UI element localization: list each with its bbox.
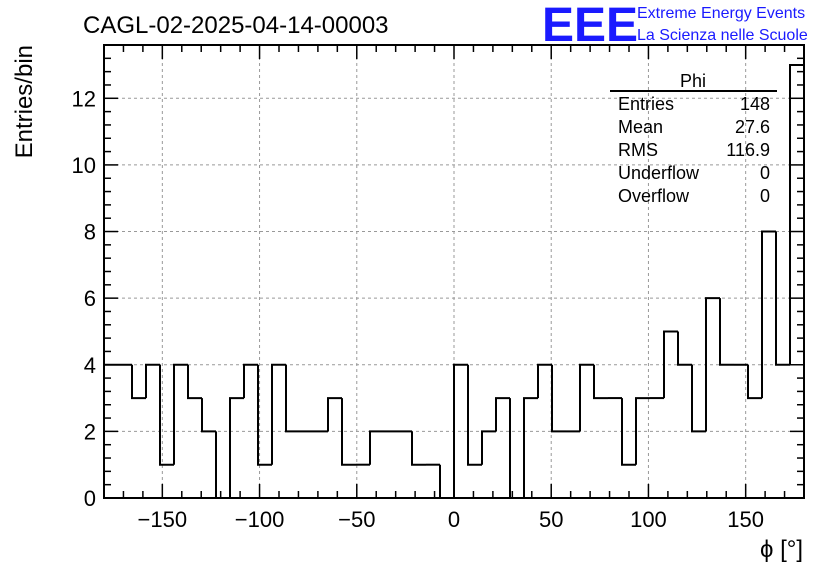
histogram-bin (453, 363, 468, 498)
x-axis-label: ϕ [°] (760, 536, 803, 563)
histogram-bin (621, 398, 636, 466)
histogram-bin (747, 364, 762, 400)
y-tick-label: 6 (84, 286, 96, 311)
stats-title: Phi (680, 71, 706, 91)
stats-row-value: 0 (760, 163, 770, 183)
histogram-bin (761, 230, 776, 399)
grid (104, 45, 804, 498)
histogram-bin (551, 364, 566, 433)
y-tick-label: 8 (84, 220, 96, 245)
eee-logo-line1: Extreme Energy Events (637, 5, 805, 22)
histogram-bin (509, 398, 524, 499)
histogram-bin (663, 330, 678, 399)
stats-row-value: 0 (760, 186, 770, 206)
x-tick-label: −150 (138, 507, 188, 532)
histogram-bin (677, 331, 692, 366)
histogram-bin (173, 363, 188, 465)
histogram-bin (579, 363, 594, 432)
histogram-bin (369, 430, 384, 465)
y-tick-label: 2 (84, 419, 96, 444)
x-tick-label: 50 (539, 507, 563, 532)
histogram-bin (439, 464, 454, 499)
x-tick-label: 0 (448, 507, 460, 532)
histogram-bin (719, 298, 734, 366)
histogram-bin (271, 363, 286, 465)
y-tick-label: 0 (84, 486, 96, 511)
histogram-bin (775, 231, 790, 366)
x-tick-label: −50 (338, 507, 375, 532)
stats-row-value: 148 (740, 94, 770, 114)
histogram-bin (201, 398, 216, 433)
histogram-bin (705, 297, 720, 432)
y-tick-label: 12 (72, 86, 96, 111)
y-tick-label: 4 (84, 353, 96, 378)
stats-box: Phi Entries 148 Mean 27.6 RMS 116.9 Underflow 0… (610, 71, 777, 206)
histogram-bin (257, 364, 272, 466)
stats-row-label: RMS (618, 140, 658, 160)
histogram-bin (229, 397, 244, 498)
stats-row-value: 116.9 (726, 140, 770, 160)
histogram-bin (593, 364, 608, 400)
histogram-bin (187, 364, 202, 400)
stats-row-label: Entries (618, 94, 674, 114)
histogram-bin (789, 63, 804, 365)
histogram-bin (411, 431, 426, 466)
y-tick-labels: 0 2 4 6 8 10 12 (72, 86, 96, 511)
histogram-bin (215, 431, 230, 499)
histogram-bin (243, 363, 258, 399)
histogram-bin (131, 364, 146, 400)
histogram-bin (537, 363, 552, 399)
histogram-bin (691, 364, 706, 433)
stats-row-label: Mean (618, 117, 663, 137)
stats-row-label: Underflow (618, 163, 700, 183)
chart-title: CAGL-02-2025-04-14-00003 (83, 12, 389, 39)
y-axis-label: Entries/bin (11, 45, 38, 158)
x-tick-label: 100 (630, 507, 667, 532)
stats-row-label: Overflow (618, 186, 690, 206)
histogram-bin (159, 364, 174, 466)
x-tick-label: 150 (727, 507, 764, 532)
histogram-bin (327, 397, 342, 432)
eee-logo-line2: La Scienza nelle Scuole (637, 27, 808, 44)
y-tick-label: 10 (72, 153, 96, 178)
eee-logo-text: EEE (542, 0, 638, 52)
axis-ticks (104, 45, 804, 498)
eee-logo: EEE Extreme Energy Events La Scienza nel… (542, 0, 808, 52)
stats-rows: Entries 148 Mean 27.6 RMS 116.9 Underflow 0 Over… (618, 94, 770, 206)
histogram-bin (285, 364, 300, 433)
histogram-bin (341, 398, 356, 466)
histogram-bin (635, 397, 650, 465)
x-tick-label: −100 (235, 507, 285, 532)
histogram-bin (481, 430, 496, 465)
histogram-bin (495, 397, 510, 432)
x-tick-labels: −150 −100 −50 0 50 100 150 (138, 507, 764, 532)
stats-row-value: 27.6 (735, 117, 770, 137)
histogram-bin (467, 364, 482, 466)
histogram-bin (145, 363, 160, 399)
histogram-bin (523, 397, 538, 498)
